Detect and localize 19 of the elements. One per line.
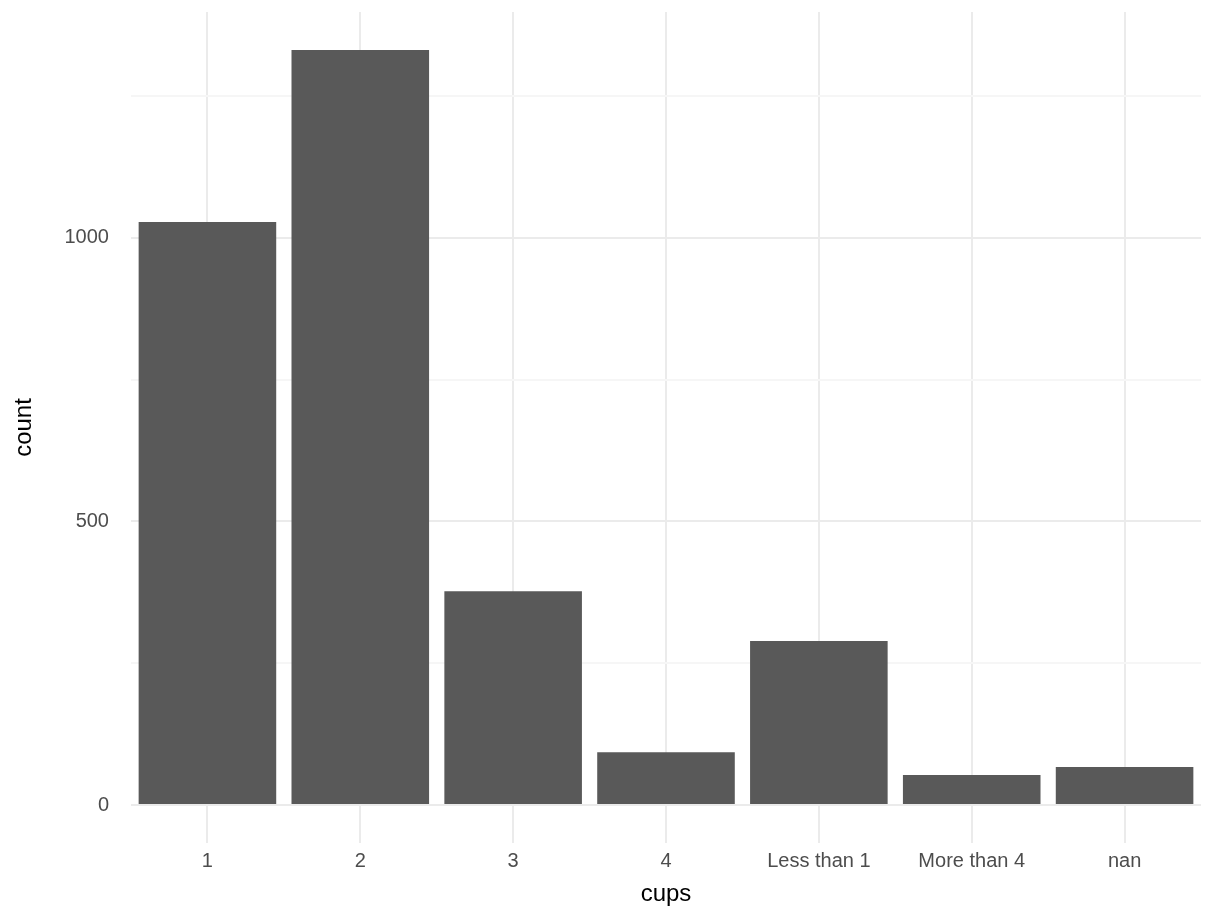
x-tick-label: 3: [507, 848, 519, 871]
y-tick-label: 500: [75, 508, 109, 531]
x-tick-label: 2: [354, 848, 366, 871]
bar: [444, 591, 582, 804]
bar: [597, 752, 735, 804]
x-tick-label: nan: [1107, 848, 1142, 871]
x-tick-label: More than 4: [918, 848, 1026, 871]
x-tick-label: 1: [201, 848, 213, 871]
y-tick-label: 0: [97, 792, 109, 815]
bar: [750, 641, 888, 804]
x-tick-label: 4: [660, 848, 672, 871]
x-axis-title: cups: [640, 879, 692, 907]
bar: [138, 221, 277, 804]
x-tick-label: Less than 1: [767, 848, 871, 871]
bar: [291, 50, 430, 804]
bar: [902, 774, 1041, 804]
y-tick-label: 1000: [64, 225, 109, 248]
y-axis-title: count: [9, 397, 37, 457]
bar: [1055, 766, 1194, 804]
